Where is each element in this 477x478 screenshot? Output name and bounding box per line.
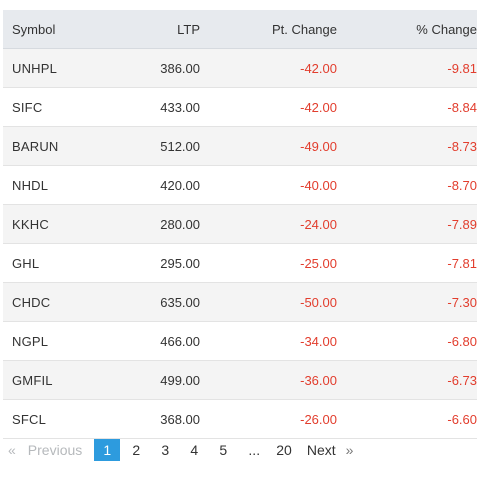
page-5-button[interactable]: 5 [219,442,228,458]
page-20-button[interactable]: 20 [276,442,292,458]
column-header-ltp[interactable]: LTP [125,10,200,49]
pct-change-cell: -6.73 [337,360,477,400]
previous-page-button[interactable]: « Previous [8,442,82,458]
losers-table: Symbol LTP Pt. Change % Change UNHPL 386.… [3,10,477,439]
pt-change-cell: -40.00 [200,165,337,205]
table-row[interactable]: SFCL 368.00 -26.00 -6.60 [3,399,477,439]
pct-change-cell: -8.73 [337,126,477,166]
pt-change-cell: -50.00 [200,282,337,322]
pct-change-cell: -6.60 [337,399,477,439]
table-row[interactable]: KKHC 280.00 -24.00 -7.89 [3,204,477,244]
symbol-cell[interactable]: SIFC [3,87,125,127]
pt-change-cell: -34.00 [200,321,337,361]
pct-change-cell: -6.80 [337,321,477,361]
ltp-cell: 512.00 [125,126,200,166]
table-row[interactable]: BARUN 512.00 -49.00 -8.73 [3,126,477,166]
ltp-cell: 635.00 [125,282,200,322]
ltp-cell: 466.00 [125,321,200,361]
table-row[interactable]: NGPL 466.00 -34.00 -6.80 [3,321,477,361]
ltp-cell: 386.00 [125,48,200,88]
double-chevron-right-icon: » [345,442,354,458]
symbol-cell[interactable]: NGPL [3,321,125,361]
ltp-cell: 499.00 [125,360,200,400]
ltp-cell: 433.00 [125,87,200,127]
page-1-button[interactable]: 1 [94,439,121,461]
pagination: « Previous 1 2 3 4 5 ... 20 Next » [8,438,353,462]
next-label: Next [306,442,336,458]
next-page-button[interactable]: Next » [307,442,354,458]
ltp-cell: 295.00 [125,243,200,283]
pt-change-cell: -24.00 [200,204,337,244]
table-body: UNHPL 386.00 -42.00 -9.81 SIFC 433.00 -42.00 -8… [3,48,477,439]
symbol-cell[interactable]: CHDC [3,282,125,322]
page-2-button[interactable]: 2 [132,442,141,458]
pt-change-cell: -25.00 [200,243,337,283]
symbol-cell[interactable]: NHDL [3,165,125,205]
double-chevron-left-icon: « [8,442,16,458]
table-row[interactable]: NHDL 420.00 -40.00 -8.70 [3,165,477,205]
symbol-cell[interactable]: KKHC [3,204,125,244]
ltp-cell: 368.00 [125,399,200,439]
symbol-cell[interactable]: GMFIL [3,360,125,400]
column-header-pct-change[interactable]: % Change [337,10,477,49]
pct-change-cell: -7.89 [337,204,477,244]
pt-change-cell: -36.00 [200,360,337,400]
pt-change-cell: -26.00 [200,399,337,439]
pct-change-cell: -7.30 [337,282,477,322]
table-header: Symbol LTP Pt. Change % Change [3,10,477,49]
pt-change-cell: -42.00 [200,48,337,88]
symbol-cell[interactable]: SFCL [3,399,125,439]
symbol-cell[interactable]: BARUN [3,126,125,166]
header-row: Symbol LTP Pt. Change % Change [3,10,477,49]
column-header-symbol[interactable]: Symbol [3,10,125,49]
previous-label: Previous [27,442,83,458]
pt-change-cell: -49.00 [200,126,337,166]
column-header-pt-change[interactable]: Pt. Change [200,10,337,49]
pct-change-cell: -8.84 [337,87,477,127]
symbol-cell[interactable]: GHL [3,243,125,283]
ltp-cell: 280.00 [125,204,200,244]
pagination-ellipsis: ... [248,442,261,458]
losers-table-container: Symbol LTP Pt. Change % Change UNHPL 386.… [3,10,477,439]
pt-change-cell: -42.00 [200,87,337,127]
page-4-button[interactable]: 4 [190,442,199,458]
ltp-cell: 420.00 [125,165,200,205]
table-row[interactable]: CHDC 635.00 -50.00 -7.30 [3,282,477,322]
pct-change-cell: -8.70 [337,165,477,205]
page-3-button[interactable]: 3 [161,442,170,458]
symbol-cell[interactable]: UNHPL [3,48,125,88]
pct-change-cell: -9.81 [337,48,477,88]
table-row[interactable]: GMFIL 499.00 -36.00 -6.73 [3,360,477,400]
table-row[interactable]: SIFC 433.00 -42.00 -8.84 [3,87,477,127]
table-row[interactable]: GHL 295.00 -25.00 -7.81 [3,243,477,283]
pct-change-cell: -7.81 [337,243,477,283]
table-row[interactable]: UNHPL 386.00 -42.00 -9.81 [3,48,477,88]
